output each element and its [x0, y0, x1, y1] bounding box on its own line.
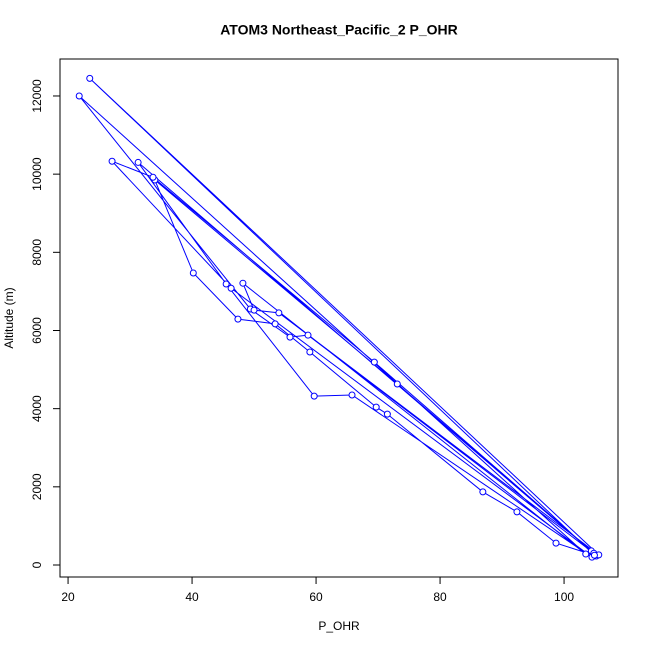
y-tick-label: 4000 — [30, 395, 44, 422]
data-point — [348, 391, 356, 399]
y-tick-label: 10000 — [30, 157, 44, 191]
data-point — [372, 403, 380, 411]
data-point — [134, 158, 142, 166]
data-point — [222, 280, 230, 288]
y-tick-label: 2000 — [30, 473, 44, 500]
x-tick-label: 20 — [61, 590, 75, 604]
data-point — [306, 348, 314, 356]
data-point — [590, 551, 598, 559]
data-point — [108, 157, 116, 165]
data-point — [582, 550, 590, 558]
data-point — [86, 74, 94, 82]
data-point — [370, 358, 378, 366]
chart-title: ATOM3 Northeast_Pacific_2 P_OHR — [220, 22, 458, 38]
data-point — [149, 173, 157, 181]
data-point — [479, 488, 487, 496]
data-point — [275, 309, 283, 317]
data-point — [393, 380, 401, 388]
x-tick-label: 100 — [554, 590, 574, 604]
y-axis-label: Altitude (m) — [2, 287, 16, 348]
data-point — [310, 392, 318, 400]
data-point — [250, 306, 258, 314]
data-point — [75, 92, 83, 100]
y-tick-label: 0 — [30, 561, 44, 568]
data-point — [304, 331, 312, 339]
plot-box — [59, 58, 619, 578]
data-point — [286, 333, 294, 341]
data-point — [227, 284, 235, 292]
data-point — [383, 410, 391, 418]
y-tick-label: 6000 — [30, 317, 44, 344]
data-line — [78, 78, 600, 558]
data-point — [189, 269, 197, 277]
x-tick-label: 60 — [309, 590, 323, 604]
data-point — [552, 539, 560, 547]
y-tick-label: 12000 — [30, 79, 44, 113]
x-axis-label: P_OHR — [318, 619, 360, 633]
x-tick-label: 80 — [433, 590, 447, 604]
data-point — [239, 279, 247, 287]
x-tick-label: 40 — [185, 590, 199, 604]
data-point — [234, 315, 242, 323]
y-tick-label: 8000 — [30, 239, 44, 266]
data-point — [271, 320, 279, 328]
data-point — [513, 508, 521, 516]
